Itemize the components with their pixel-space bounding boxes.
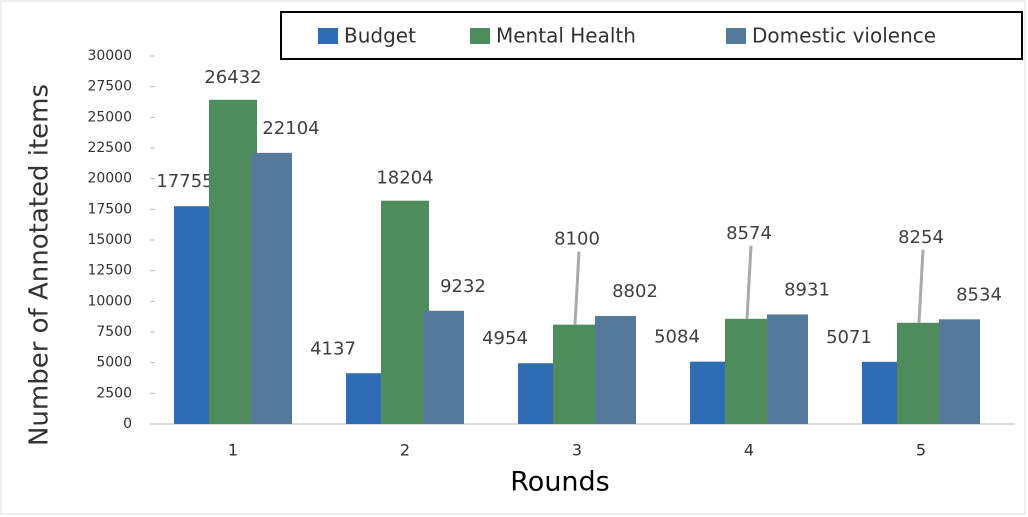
bar — [209, 99, 257, 425]
x-tick-label: 1 — [228, 441, 238, 460]
bar — [251, 152, 292, 424]
value-label: 18204 — [376, 168, 433, 189]
y-tick-label: 0 — [123, 416, 132, 432]
legend-label: Budget — [344, 24, 416, 48]
bar — [423, 310, 464, 424]
y-tick-label: 10000 — [87, 293, 132, 309]
bar — [690, 361, 726, 424]
value-label: 5084 — [654, 327, 700, 348]
leader-line — [573, 251, 581, 325]
value-label: 8100 — [554, 229, 600, 250]
value-label: 4954 — [482, 328, 528, 349]
x-tick-label: 4 — [744, 441, 754, 460]
legend-swatch — [470, 28, 490, 44]
bar — [381, 200, 429, 424]
y-axis-title: Number of Annotated items — [25, 84, 55, 446]
bar — [595, 316, 636, 424]
value-label: 8254 — [898, 227, 944, 248]
x-tick-label: 2 — [400, 441, 410, 460]
bar — [346, 373, 382, 424]
bar — [897, 322, 945, 424]
x-axis-title: Rounds — [510, 467, 610, 498]
x-tick-label: 3 — [572, 441, 582, 460]
y-tick-label: 15000 — [87, 232, 132, 248]
value-label: 17755 — [156, 171, 213, 192]
bar — [862, 361, 898, 424]
leader-line — [745, 245, 753, 319]
legend-box — [280, 11, 1023, 60]
value-label: 8534 — [956, 284, 1002, 305]
y-tick-label: 2500 — [96, 385, 132, 401]
value-label: 5071 — [826, 327, 872, 348]
bar — [174, 206, 210, 424]
y-tick-label: 22500 — [87, 140, 132, 156]
value-label: 8931 — [784, 279, 830, 300]
y-tick-label: 30000 — [87, 48, 132, 64]
legend-swatch — [318, 28, 338, 44]
y-tick-label: 5000 — [96, 355, 132, 371]
y-tick-label: 27500 — [87, 79, 132, 95]
y-tick-label: 7500 — [96, 324, 132, 340]
value-label: 26432 — [204, 67, 261, 88]
bar — [518, 363, 554, 424]
legend-label: Domestic violence — [752, 24, 936, 48]
y-tick-label: 17500 — [87, 201, 132, 217]
legend-label: Mental Health — [496, 24, 636, 48]
bar — [553, 324, 601, 424]
bar — [939, 319, 980, 424]
value-label: 8802 — [612, 281, 658, 302]
bar — [767, 314, 808, 424]
y-tick-label: 25000 — [87, 109, 132, 125]
bar — [725, 318, 773, 424]
value-label: 9232 — [440, 276, 486, 297]
legend-swatch — [726, 28, 746, 44]
y-tick-label: 12500 — [87, 263, 132, 279]
value-label: 4137 — [310, 338, 356, 359]
y-tick-label: 20000 — [87, 171, 132, 187]
x-tick-label: 5 — [916, 441, 926, 460]
value-label: 8574 — [726, 223, 772, 244]
value-label: 22104 — [262, 118, 319, 139]
leader-line — [917, 249, 925, 323]
